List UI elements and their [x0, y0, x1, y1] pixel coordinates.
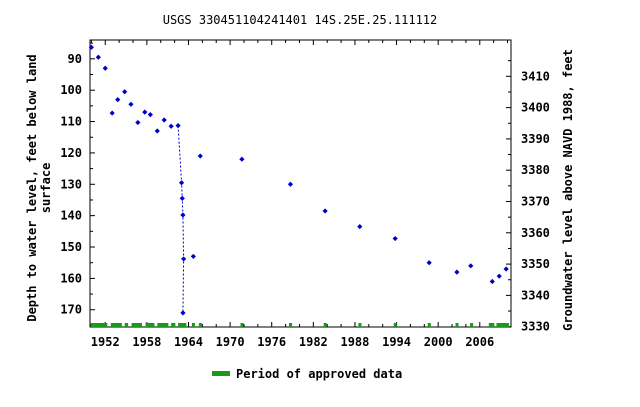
- y-right-tick-label: 3350: [521, 257, 550, 271]
- legend-swatch: [212, 371, 230, 376]
- approved-period-bar: [191, 323, 195, 327]
- approved-period-bar: [455, 323, 459, 327]
- data-point: [178, 180, 185, 186]
- approved-period-bar: [178, 323, 187, 327]
- y-axis-left: 90 100 110 120 130 140 150 160 170: [60, 42, 95, 326]
- data-point: [181, 256, 187, 262]
- approved-period-bar: [470, 323, 474, 327]
- data-point: [168, 123, 174, 129]
- x-tick-label: 1958: [132, 335, 161, 349]
- x-tick-label: 2000: [424, 335, 453, 349]
- approved-period-bar: [131, 323, 143, 327]
- data-point: [147, 112, 153, 118]
- y-left-tick-label: 170: [60, 303, 82, 317]
- data-point: [175, 123, 181, 129]
- data-point: [180, 212, 186, 218]
- approved-period-bar: [393, 323, 397, 327]
- legend-label: Period of approved data: [236, 367, 402, 381]
- data-point: [287, 181, 294, 187]
- data-point: [190, 253, 196, 260]
- approved-period-bar: [323, 323, 327, 327]
- data-point: [426, 260, 432, 266]
- y-left-tick-label: 160: [60, 271, 82, 285]
- legend: Period of approved data: [212, 367, 402, 381]
- data-point: [503, 266, 509, 272]
- approved-period-bar: [90, 323, 108, 327]
- data-point: [122, 89, 128, 95]
- approved-period-bar: [289, 323, 293, 327]
- y-right-tick-label: 3390: [521, 132, 550, 146]
- data-point: [154, 128, 160, 134]
- x-tick-label: 1994: [382, 335, 411, 349]
- data-point: [496, 273, 502, 279]
- x-tick-label: 1952: [91, 335, 120, 349]
- data-point: [454, 269, 460, 275]
- approved-period-bar: [427, 323, 431, 327]
- data-point: [115, 96, 121, 103]
- approved-periods: [90, 323, 509, 327]
- data-point: [468, 263, 474, 269]
- data-point: [161, 117, 167, 123]
- y-left-tick-label: 90: [68, 52, 82, 66]
- data-point: [179, 195, 185, 201]
- y-left-tick-label: 120: [60, 146, 82, 160]
- approved-period-bar: [240, 323, 244, 327]
- y-right-tick-label: 3330: [521, 320, 550, 334]
- approved-period-bar: [110, 323, 122, 327]
- data-point: [489, 278, 495, 285]
- data-point: [197, 153, 203, 159]
- data-point: [357, 224, 363, 230]
- y-right-tick-label: 3370: [521, 194, 550, 208]
- approved-period-bar: [358, 323, 362, 327]
- x-axis: 1952 1958 1964 1970 1976 1982 1988 1994 2000 2006: [91, 40, 509, 349]
- data-point: [322, 208, 328, 214]
- approved-period-bar: [157, 323, 169, 327]
- data-point: [142, 109, 148, 115]
- y-left-tick-label: 100: [60, 83, 82, 97]
- y-axis-right: 3410 3400 3390 3380 3370 3360 3350 3340 3330: [506, 60, 550, 334]
- data-point: [239, 156, 245, 162]
- y-right-tick-label: 3400: [521, 101, 550, 115]
- data-point: [128, 101, 134, 107]
- y-left-tick-label: 150: [60, 240, 82, 254]
- y-right-tick-label: 3360: [521, 226, 550, 240]
- data-points: [88, 44, 509, 316]
- y-left-tick-label: 110: [60, 115, 82, 129]
- x-tick-label: 2006: [465, 335, 494, 349]
- chart-title: USGS 330451104241401 14S.25E.25.111112: [163, 13, 438, 27]
- data-point: [392, 235, 398, 242]
- data-point: [88, 44, 94, 50]
- x-tick-label: 1970: [216, 335, 245, 349]
- plot-frame: [89, 39, 512, 328]
- data-point: [135, 119, 141, 126]
- approved-period-bar: [124, 323, 129, 327]
- x-tick-label: 1988: [340, 335, 369, 349]
- data-point: [95, 54, 101, 60]
- approved-period-bar: [171, 323, 176, 327]
- x-tick-label: 1976: [257, 335, 286, 349]
- approved-period-bar: [198, 323, 202, 327]
- y-left-tick-label: 140: [60, 209, 82, 223]
- y-left-tick-label: 130: [60, 177, 82, 191]
- approved-period-bar: [496, 323, 509, 327]
- y-axis-right-label: Groundwater level above NAVD 1988, feet: [561, 49, 575, 331]
- y-right-tick-label: 3380: [521, 163, 550, 177]
- data-point: [180, 310, 186, 316]
- approved-period-bar: [145, 323, 155, 327]
- y-axis-left-label-line2: surface: [39, 163, 53, 214]
- data-point: [102, 65, 108, 71]
- dashed-connector: [177, 125, 185, 313]
- y-axis-left-label-line1: Depth to water level, feet below land: [25, 54, 39, 321]
- x-tick-label: 1964: [174, 335, 203, 349]
- x-tick-label: 1982: [299, 335, 328, 349]
- y-right-tick-label: 3340: [521, 288, 550, 302]
- approved-period-bar: [488, 323, 495, 327]
- data-point: [109, 110, 115, 116]
- y-right-tick-label: 3410: [521, 69, 550, 83]
